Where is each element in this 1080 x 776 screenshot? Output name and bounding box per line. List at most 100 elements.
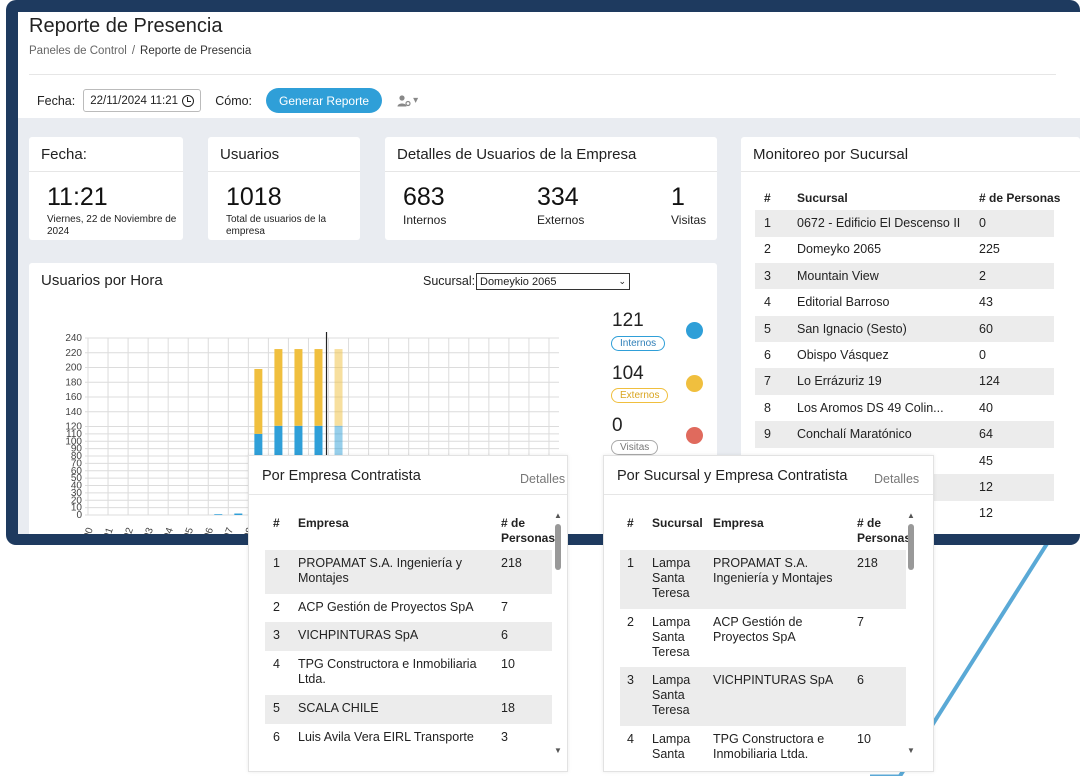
y-tick-label: 160 — [65, 392, 82, 403]
table-row[interactable]: 3 Lampa Santa Teresa VICHPINTURAS SpA 6 — [620, 667, 906, 726]
table-row[interactable]: 4 Editorial Barroso 43 — [755, 289, 1054, 316]
row-number: 4 — [627, 732, 634, 746]
externos-value: 334 — [537, 183, 579, 211]
empresa-scrollbar[interactable]: ▲ ▼ — [554, 512, 562, 755]
fecha-card-title: Fecha: — [29, 137, 183, 172]
table-row[interactable]: 2 Lampa Santa Teresa ACP Gestión de Proyec… — [620, 609, 906, 667]
table-row[interactable]: 9 Conchalí Maratónico 64 — [755, 421, 1054, 448]
visitas-pill[interactable]: Visitas — [611, 440, 659, 455]
empresa-panel-divider — [249, 494, 567, 495]
empresa-name: TPG Constructora e Inmobiliaria Ltda. — [298, 657, 477, 686]
personas-count: 0 — [979, 348, 986, 362]
personas-count: 10 — [857, 732, 871, 746]
empresa-header-personas: # de Personas — [501, 516, 556, 545]
sucursal-name: Lampa Santa Teresa — [652, 556, 691, 600]
clock-icon[interactable] — [182, 94, 195, 107]
table-row[interactable]: 8 Los Aromos DS 49 Colin... 40 — [755, 395, 1054, 422]
personas-count: 225 — [979, 242, 1000, 257]
table-row[interactable]: 6 Luis Avila Vera EIRL Transporte 3 — [265, 724, 552, 753]
externos-pill[interactable]: Externos — [611, 388, 669, 403]
sucursal-empresa-details-link[interactable]: Detalles — [874, 472, 920, 486]
table-row[interactable]: 6 Obispo Vásquez 0 — [755, 342, 1054, 369]
row-number: 9 — [764, 427, 771, 442]
breadcrumb: Paneles de Control / Reporte de Presenci… — [29, 45, 251, 57]
header-divider — [29, 74, 1056, 75]
y-tick-label: 220 — [65, 348, 82, 359]
sucursal-select[interactable]: Domeykio 2065 ⌄ — [476, 273, 630, 290]
scroll-thumb[interactable] — [908, 524, 914, 570]
personas-count: 18 — [501, 701, 515, 715]
usuarios-card-title: Usuarios — [208, 137, 360, 172]
sucursal-empresa-panel-title: Por Sucursal y Empresa Contratista — [617, 468, 848, 484]
visitas-value: 1 — [671, 183, 685, 211]
table-row[interactable]: 3 VICHPINTURAS SpA 6 — [265, 622, 552, 651]
empresa-name: SCALA CHILE — [298, 701, 379, 715]
row-number: 5 — [764, 321, 771, 336]
row-number: 1 — [764, 216, 771, 230]
generate-report-button[interactable]: Generar Reporte — [266, 88, 383, 113]
total-users-label: Total de usuarios de la empresa — [226, 214, 327, 237]
usuarios-card: Usuarios 1018 Total de usuarios de la em… — [208, 137, 360, 240]
externos-color-dot — [686, 375, 703, 392]
internos-pill[interactable]: Internos — [611, 336, 666, 351]
personas-count: 10 — [501, 657, 515, 671]
scroll-thumb[interactable] — [555, 524, 561, 570]
personas-count: 6 — [501, 628, 508, 642]
internos-counter-value: 121 — [612, 310, 644, 331]
table-row[interactable]: 4 TPG Constructora e Inmobiliaria Ltda. 10 — [265, 651, 552, 695]
table-row[interactable]: 1 0672 - Edificio El Descenso II 0 — [755, 210, 1054, 237]
table-row[interactable]: 45 — [755, 448, 1054, 475]
internos-label: Internos — [403, 213, 447, 227]
date-time-value: 22/11/2024 11:21 — [90, 94, 179, 107]
empresa-name: Luis Avila Vera EIRL Transporte — [298, 730, 474, 744]
breadcrumb-separator: / — [131, 45, 136, 57]
report-controls: Fecha: 22/11/2024 11:21 Cómo: Generar Re… — [37, 88, 418, 113]
monitoreo-header-personas: # de Personas — [979, 191, 1061, 205]
table-row[interactable]: 2 Domeyko 2065 225 — [755, 236, 1054, 263]
sucursal-empresa-scrollbar[interactable]: ▲ ▼ — [907, 512, 915, 755]
table-row[interactable]: 4 Lampa Santa TPG Constructora e Inmobilia… — [620, 726, 906, 766]
row-number: 8 — [764, 400, 771, 415]
chevron-down-icon: ▾ — [413, 95, 419, 106]
empresa-panel-details-link[interactable]: Detalles — [520, 472, 566, 486]
scroll-down-icon[interactable]: ▼ — [554, 746, 562, 755]
fecha-card: Fecha: 11:21 Viernes, 22 de Noviembre de… — [29, 137, 183, 240]
detalles-card: Detalles de Usuarios de la Empresa 683 I… — [385, 137, 717, 240]
y-tick-label: 60 — [71, 466, 83, 477]
row-number: 1 — [273, 556, 280, 570]
table-row[interactable]: 5 SCALA CHILE 18 — [265, 695, 552, 724]
user-gear-icon — [397, 94, 411, 106]
scroll-up-icon[interactable]: ▲ — [907, 511, 915, 520]
breadcrumb-root[interactable]: Paneles de Control — [29, 45, 127, 57]
como-label: Cómo: — [215, 93, 253, 108]
current-date: Viernes, 22 de Noviembre de 2024 — [47, 214, 177, 237]
empresa-name: PROPAMAT S.A. Ingeniería y Montajes — [713, 556, 833, 585]
table-row[interactable]: 3 Mountain View 2 — [755, 262, 1054, 290]
table-row[interactable]: 5 San Ignacio (Sesto) 60 — [755, 315, 1054, 343]
scroll-up-icon[interactable]: ▲ — [554, 511, 562, 520]
sucursal-name: 0672 - Edificio El Descenso II — [797, 216, 961, 230]
row-number: 5 — [273, 701, 280, 715]
scroll-down-icon[interactable]: ▼ — [907, 746, 915, 755]
date-time-input[interactable]: 22/11/2024 11:21 — [83, 89, 202, 112]
x-tick-label: 02 — [122, 526, 136, 534]
visitas-label: Visitas — [671, 213, 707, 227]
table-row[interactable]: 1 PROPAMAT S.A. Ingeniería y Montajes 218 — [265, 550, 552, 594]
empresa-header-empresa: Empresa — [298, 516, 349, 530]
y-tick-label: 180 — [65, 377, 82, 388]
personas-count: 3 — [501, 730, 508, 744]
externos-counter-value: 104 — [612, 363, 644, 384]
empresa-name: PROPAMAT S.A. Ingeniería y Montajes — [298, 556, 462, 585]
table-row[interactable]: 7 Lo Errázuriz 19 124 — [755, 368, 1054, 395]
sucursal-name: Lampa Santa — [652, 732, 691, 761]
personas-count: 7 — [501, 600, 508, 614]
empresa-header-num: # — [273, 516, 280, 530]
table-row[interactable]: 1 Lampa Santa Teresa PROPAMAT S.A. Ingenie… — [620, 550, 906, 609]
table-row[interactable]: 12 — [755, 500, 1054, 527]
personas-count: 218 — [501, 556, 522, 570]
x-tick-label: 01 — [102, 526, 116, 534]
y-tick-label: 120 — [65, 422, 82, 433]
user-options-dropdown[interactable]: ▾ — [397, 94, 419, 107]
personas-count: 45 — [979, 453, 993, 468]
table-row[interactable]: 2 ACP Gestión de Proyectos SpA 7 — [265, 594, 552, 622]
